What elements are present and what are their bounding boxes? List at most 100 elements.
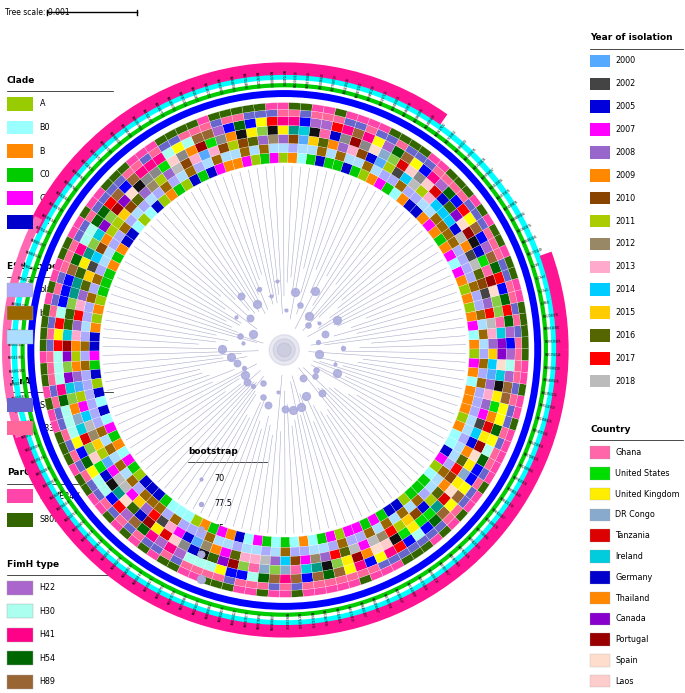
- Wedge shape: [497, 403, 509, 416]
- Text: SRR4194209: SRR4194209: [192, 598, 201, 615]
- Point: [263, 399, 274, 410]
- Text: Year of isolation: Year of isolation: [590, 33, 673, 42]
- Wedge shape: [471, 463, 484, 477]
- Wedge shape: [130, 159, 143, 173]
- Wedge shape: [520, 372, 528, 385]
- Wedge shape: [47, 281, 56, 294]
- Wedge shape: [204, 137, 217, 149]
- Wedge shape: [484, 457, 495, 471]
- Text: 2008: 2008: [615, 148, 635, 157]
- Wedge shape: [99, 469, 112, 483]
- Wedge shape: [515, 349, 522, 360]
- Wedge shape: [307, 145, 318, 155]
- Wedge shape: [290, 556, 301, 565]
- Wedge shape: [256, 117, 267, 128]
- Wedge shape: [334, 527, 346, 541]
- Text: SRR1887713: SRR1887713: [153, 102, 164, 119]
- Text: SRR5959047: SRR5959047: [393, 588, 404, 604]
- Wedge shape: [173, 547, 187, 560]
- Wedge shape: [145, 193, 158, 206]
- Wedge shape: [496, 327, 506, 338]
- Wedge shape: [96, 447, 109, 460]
- FancyBboxPatch shape: [7, 421, 33, 435]
- Text: H22: H22: [40, 584, 56, 592]
- Point: [217, 343, 228, 354]
- Wedge shape: [116, 243, 129, 256]
- Text: 2009: 2009: [615, 171, 636, 179]
- Wedge shape: [152, 186, 165, 200]
- Wedge shape: [184, 166, 197, 178]
- Wedge shape: [494, 437, 505, 450]
- Wedge shape: [339, 546, 351, 558]
- Text: Germany: Germany: [615, 573, 652, 581]
- FancyBboxPatch shape: [590, 467, 610, 480]
- Wedge shape: [253, 103, 266, 112]
- Wedge shape: [363, 527, 376, 539]
- Wedge shape: [515, 395, 525, 408]
- FancyBboxPatch shape: [7, 675, 33, 689]
- Wedge shape: [440, 444, 453, 457]
- Wedge shape: [79, 219, 90, 233]
- Wedge shape: [300, 555, 311, 565]
- Wedge shape: [477, 254, 489, 267]
- Text: SRR3872415: SRR3872415: [177, 91, 187, 107]
- Wedge shape: [102, 510, 115, 524]
- Wedge shape: [499, 293, 510, 306]
- Wedge shape: [89, 342, 99, 351]
- Text: Ghana: Ghana: [615, 448, 641, 457]
- Text: SRR7186925: SRR7186925: [523, 452, 539, 462]
- Wedge shape: [375, 129, 388, 140]
- Text: SRR3892020: SRR3892020: [454, 138, 469, 153]
- Wedge shape: [40, 340, 47, 351]
- Wedge shape: [280, 565, 291, 574]
- Text: SRR3944038: SRR3944038: [218, 606, 225, 622]
- Wedge shape: [502, 416, 512, 428]
- Wedge shape: [365, 125, 378, 135]
- Text: SRR8966962: SRR8966962: [205, 602, 213, 619]
- Wedge shape: [371, 543, 384, 555]
- Wedge shape: [445, 168, 458, 181]
- Wedge shape: [487, 328, 497, 339]
- Wedge shape: [380, 565, 394, 577]
- Wedge shape: [68, 463, 80, 477]
- Wedge shape: [62, 236, 73, 249]
- Wedge shape: [479, 358, 488, 369]
- Text: SRR7181888: SRR7181888: [119, 123, 132, 139]
- Wedge shape: [406, 520, 420, 534]
- Wedge shape: [262, 536, 272, 547]
- Text: C1: C1: [40, 194, 51, 202]
- Wedge shape: [396, 507, 409, 519]
- Wedge shape: [115, 514, 128, 527]
- FancyBboxPatch shape: [590, 529, 610, 542]
- Wedge shape: [448, 449, 461, 462]
- Text: SRR4485525: SRR4485525: [543, 378, 560, 384]
- Wedge shape: [258, 135, 269, 145]
- Text: SRR4302560: SRR4302560: [8, 369, 25, 374]
- Wedge shape: [171, 141, 185, 155]
- FancyBboxPatch shape: [7, 191, 33, 205]
- Wedge shape: [55, 306, 66, 319]
- Wedge shape: [314, 155, 325, 167]
- Text: SRR4829130: SRR4829130: [121, 563, 134, 579]
- Wedge shape: [301, 564, 312, 574]
- Text: SRR4218148: SRR4218148: [343, 78, 351, 94]
- Wedge shape: [354, 531, 366, 543]
- Wedge shape: [357, 168, 370, 182]
- Wedge shape: [270, 556, 280, 565]
- Text: SRR7043632: SRR7043632: [79, 159, 94, 173]
- Wedge shape: [67, 426, 79, 439]
- Wedge shape: [353, 157, 365, 168]
- Wedge shape: [411, 547, 424, 559]
- Wedge shape: [238, 561, 249, 572]
- Wedge shape: [92, 438, 104, 451]
- Wedge shape: [490, 423, 502, 437]
- Wedge shape: [161, 507, 174, 520]
- Wedge shape: [154, 536, 169, 549]
- Wedge shape: [497, 258, 508, 271]
- Wedge shape: [77, 290, 88, 301]
- Wedge shape: [47, 351, 53, 363]
- Wedge shape: [71, 277, 83, 290]
- Wedge shape: [57, 418, 67, 431]
- Wedge shape: [105, 477, 119, 491]
- Wedge shape: [476, 204, 488, 217]
